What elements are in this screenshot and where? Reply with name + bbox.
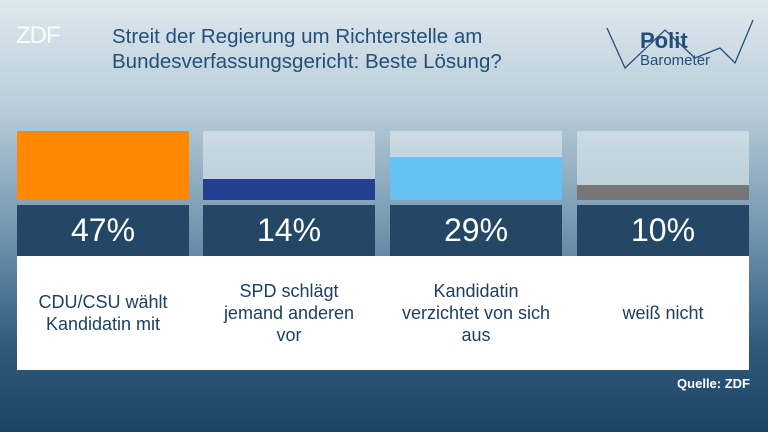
- category-label: Kandidatin verzichtet von sich aus: [401, 281, 551, 345]
- brand-bottom: Barometer: [640, 52, 711, 69]
- bar-panel: [390, 131, 562, 200]
- category-label: SPD schlägt jemand anderen vor: [223, 281, 355, 345]
- value-label: 47%: [17, 205, 189, 256]
- value-label: 10%: [577, 205, 749, 256]
- bar-panel: [203, 131, 375, 200]
- bar: [577, 185, 749, 200]
- category-label: weiß nicht: [622, 303, 704, 323]
- bar-panel: [17, 131, 189, 200]
- bar-panel: [577, 131, 749, 200]
- bar: [390, 157, 562, 200]
- brand-graphic: [606, 19, 754, 70]
- source: Quelle: ZDF: [677, 376, 750, 391]
- label-band: [17, 256, 749, 370]
- category-label: CDU/CSU wählt Kandidatin mit: [38, 292, 168, 334]
- logo: ZDF: [16, 22, 61, 49]
- bar: [17, 131, 189, 200]
- value-label: 29%: [390, 205, 562, 256]
- brand-top: Polit: [640, 28, 688, 53]
- bar: [203, 179, 375, 200]
- value-label: 14%: [203, 205, 375, 256]
- chart-title: Streit der Regierung um Richterstelle am…: [112, 25, 502, 73]
